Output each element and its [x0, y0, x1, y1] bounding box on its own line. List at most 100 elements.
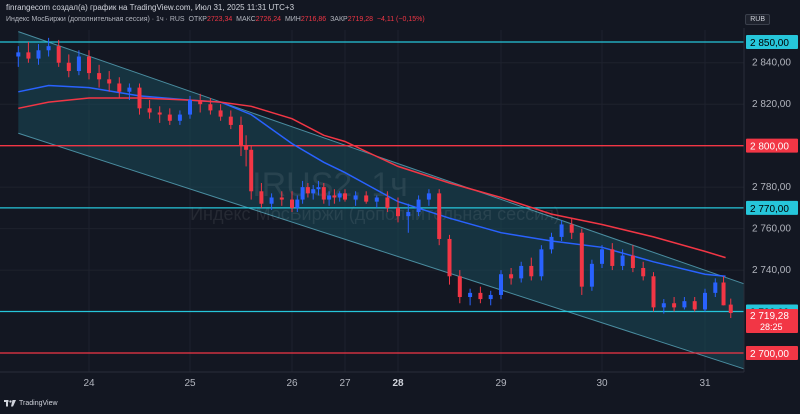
candle-body — [127, 87, 132, 92]
candle-body — [332, 195, 337, 198]
candle-body — [167, 114, 172, 121]
candle-body — [218, 110, 223, 117]
change-value: −4,11 (−0,15%) — [376, 16, 425, 23]
close-label: ЗАКР — [330, 16, 348, 23]
candle-body — [416, 199, 421, 213]
candle-body — [539, 249, 544, 277]
candle-body — [721, 282, 726, 306]
level-badge-label: 2 770,00 — [750, 204, 789, 215]
y-tick-label: 2 840,00 — [752, 58, 791, 69]
level-badge-label: 2 800,00 — [750, 142, 789, 153]
level-badge-2800 — [746, 138, 798, 153]
y-tick-label: 2 780,00 — [752, 182, 791, 193]
candle-body — [488, 294, 493, 300]
candle-body — [279, 197, 284, 200]
candle-body — [661, 303, 666, 308]
candle-body — [406, 212, 411, 217]
candle-body — [56, 46, 61, 63]
chart-attribution: finrangecom создал(а) график на TradingV… — [6, 3, 295, 12]
candle-body — [300, 187, 305, 200]
x-tick-label: 25 — [184, 378, 196, 389]
candle-body — [559, 224, 564, 237]
candle-body — [728, 304, 733, 314]
bar-countdown-label: 28:25 — [760, 322, 783, 332]
candle-body — [157, 112, 162, 115]
candle-body — [447, 238, 452, 277]
candle-body — [610, 249, 615, 266]
candle-body — [549, 236, 554, 250]
candle-body — [290, 199, 294, 208]
candle-body — [579, 232, 584, 287]
candle-body — [353, 195, 358, 200]
candle-body — [295, 199, 300, 208]
x-tick-label: 24 — [83, 378, 95, 389]
y-tick-label: 2 820,00 — [752, 99, 791, 110]
candle-body — [239, 124, 243, 146]
candle-body — [117, 83, 122, 92]
candle-body — [385, 197, 390, 208]
candle-body — [16, 52, 21, 57]
trend-channel — [18, 31, 747, 370]
open-value: 2723,34 — [206, 16, 233, 23]
candle-body — [137, 87, 142, 109]
candle-body — [692, 301, 697, 310]
candle-body — [509, 274, 514, 279]
candle-body — [66, 62, 71, 72]
last-price-label: 2 719,28 — [750, 311, 789, 322]
candle-body — [46, 46, 51, 51]
candle-body — [457, 276, 462, 298]
x-tick-label: 29 — [495, 378, 507, 389]
candle-body — [107, 79, 112, 84]
y-tick-label: 2 760,00 — [752, 224, 791, 235]
candle-body — [589, 263, 594, 287]
x-tick-label: 30 — [596, 378, 608, 389]
candle-body — [529, 265, 534, 277]
currency-badge[interactable]: RUB — [745, 14, 770, 25]
candle-body — [478, 292, 483, 300]
ohlc-legend: Индекс МосБиржи (дополнительная сессия) … — [6, 16, 425, 23]
level-badge-2770 — [746, 200, 798, 215]
symbol-name[interactable]: Индекс МосБиржи (дополнительная сессия) … — [6, 16, 185, 23]
candle-body — [499, 274, 503, 295]
y-tick-label: 2 740,00 — [752, 265, 791, 276]
candle-body — [26, 52, 31, 59]
candle-body — [269, 197, 274, 204]
candle-body — [569, 224, 574, 233]
candle-body — [198, 100, 203, 105]
candle-body — [651, 276, 656, 308]
candles — [16, 37, 733, 319]
candle-body — [337, 193, 342, 198]
x-tick-label: 27 — [339, 378, 351, 389]
candle-body — [426, 193, 431, 200]
channel-lower-line — [18, 132, 747, 371]
footer-brand: TradingView — [19, 400, 58, 407]
candle-body — [630, 255, 635, 268]
x-tick-label: 28 — [392, 378, 404, 389]
candle-body — [713, 282, 718, 293]
low-label: МИН — [284, 16, 301, 23]
candle-body — [87, 56, 91, 74]
candle-body — [437, 193, 442, 239]
candle-body — [519, 265, 524, 279]
candle-body — [97, 73, 102, 80]
candle-body — [321, 187, 326, 200]
level-badge-label: 2 850,00 — [750, 38, 789, 49]
candle-body — [208, 104, 213, 111]
level-badge-2700 — [746, 346, 798, 360]
low-value: 2716,86 — [300, 16, 327, 23]
candle-body — [228, 116, 233, 125]
candle-body — [311, 189, 316, 194]
candle-body — [244, 145, 249, 150]
candle-body — [316, 187, 321, 190]
candle-body — [327, 195, 332, 200]
candle-body — [682, 301, 687, 308]
footer: TradingView — [4, 400, 58, 407]
high-value: 2726,24 — [255, 16, 282, 23]
channel-upper-line — [18, 31, 747, 286]
candle-body — [177, 114, 182, 121]
level-badge-label: 2 700,00 — [750, 349, 789, 360]
candle-body — [374, 197, 379, 202]
time-axis — [0, 372, 800, 409]
